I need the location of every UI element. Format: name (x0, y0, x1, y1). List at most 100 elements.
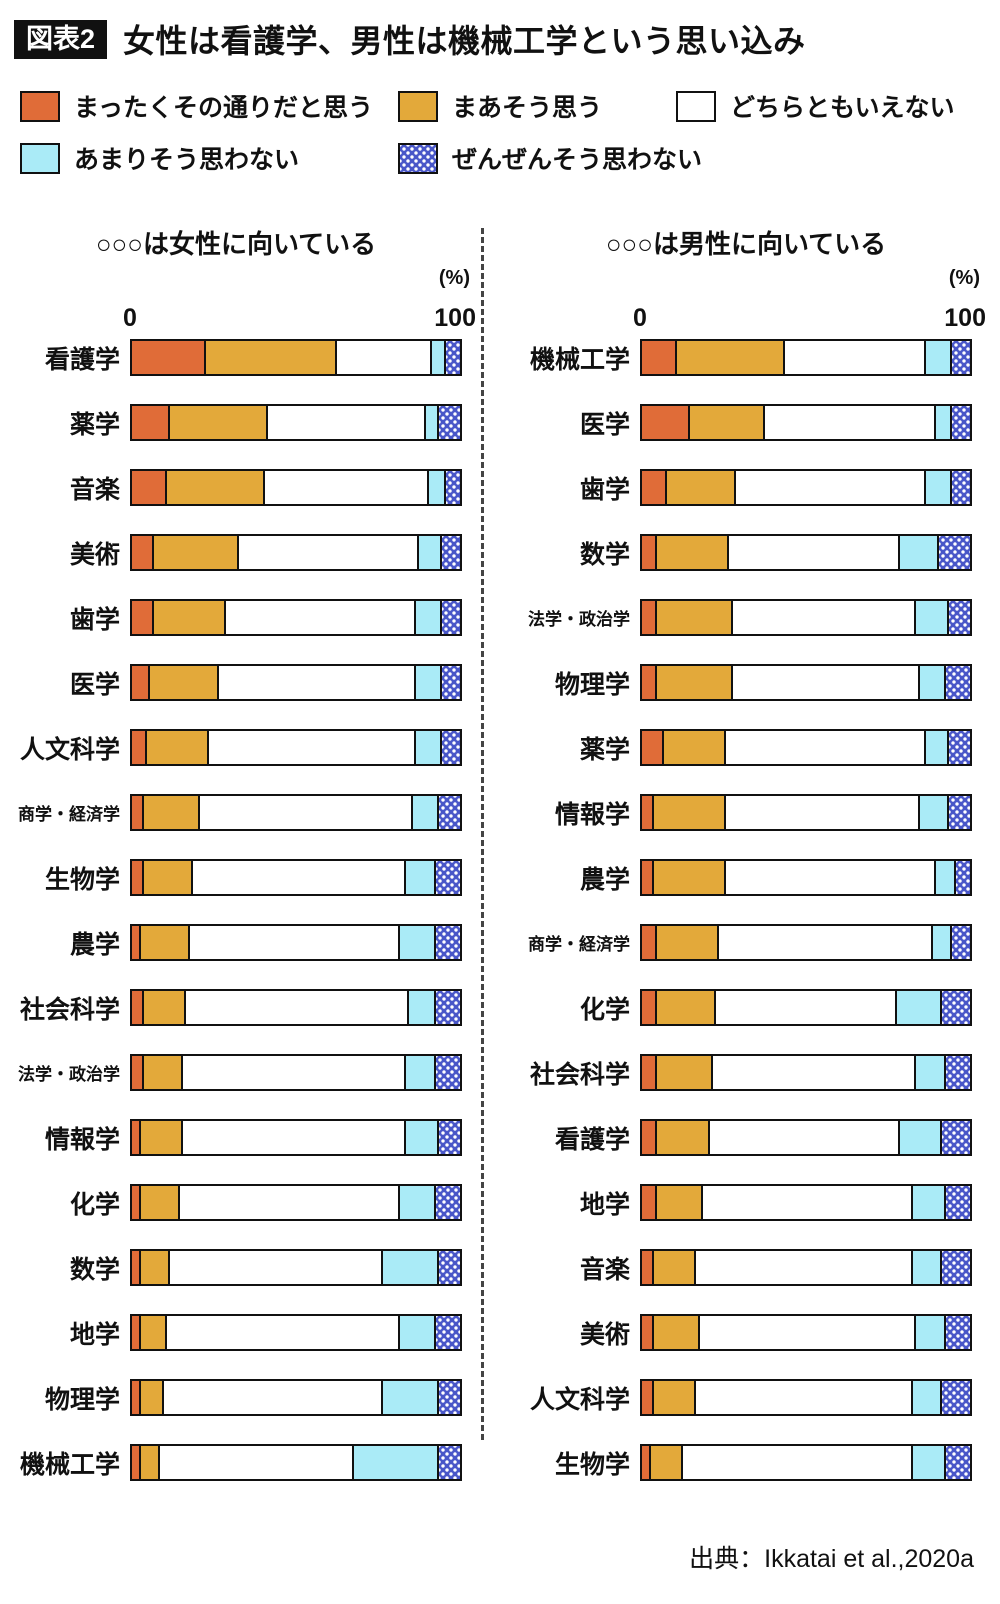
bar-segment-5 (437, 796, 460, 829)
bar-segment-3 (701, 1186, 911, 1219)
bar-segment-5 (440, 601, 460, 634)
bar-segment-4 (910, 1381, 941, 1414)
category-label: 人文科学 (529, 1385, 630, 1414)
bar-segment-3 (707, 1121, 898, 1154)
stacked-bar (130, 1444, 462, 1481)
stacked-bar (640, 794, 972, 831)
bar-row: 看護学 (10, 339, 462, 376)
bar-row: 情報学 (10, 1119, 462, 1156)
stacked-bar (130, 664, 462, 701)
bar-segment-2 (141, 991, 185, 1024)
bar-segment-1 (642, 536, 656, 569)
bar-segment-1 (642, 666, 656, 699)
category-label: 社会科学 (19, 995, 120, 1024)
category-label: 農学 (579, 865, 630, 894)
bar-row: 地学 (520, 1184, 972, 1221)
bar-segment-2 (648, 1446, 682, 1479)
bar-segment-4 (397, 1316, 434, 1349)
category-label: 音楽 (579, 1255, 630, 1284)
bar-segment-1 (132, 406, 169, 439)
bar-segment-3 (164, 1316, 398, 1349)
bar-segment-5 (943, 1316, 970, 1349)
bar-segment-4 (933, 861, 954, 894)
bar-segment-4 (910, 1251, 941, 1284)
bar-segment-3 (697, 1316, 915, 1349)
axis-area: (%) 0 100 (633, 267, 986, 333)
bar-row: 薬学 (520, 729, 972, 766)
bar-segment-5 (950, 926, 970, 959)
category-label: 商学・経済学 (18, 805, 120, 824)
stacked-bar (640, 1119, 972, 1156)
bar-segment-3 (727, 536, 898, 569)
bar-row: 社会科学 (520, 1054, 972, 1091)
axis-min-label: 0 (633, 304, 647, 332)
bar-segment-2 (138, 1381, 162, 1414)
category-label: 数学 (579, 540, 630, 569)
category-label: 商学・経済学 (528, 935, 630, 954)
bar-row: 医学 (520, 404, 972, 441)
bar-row: 看護学 (520, 1119, 972, 1156)
bar-segment-4 (430, 341, 444, 374)
bar-segment-4 (917, 666, 944, 699)
bar-segment-3 (168, 1251, 382, 1284)
category-label: 生物学 (44, 865, 120, 894)
bar-segment-3 (187, 926, 398, 959)
stacked-bar (640, 859, 972, 896)
bar-segment-2 (655, 666, 731, 699)
bar-segment-1 (132, 1381, 139, 1414)
bar-segment-1 (132, 1121, 139, 1154)
bar-segment-5 (433, 861, 460, 894)
bar-row: 医学 (10, 664, 462, 701)
legend-item-somewhat-agree: まあそう思う (398, 88, 676, 124)
legend-item-neutral: どちらともいえない (676, 88, 982, 124)
bar-segment-4 (414, 731, 441, 764)
bar-segment-2 (655, 1186, 702, 1219)
bar-segment-3 (710, 1056, 915, 1089)
bar-segment-3 (723, 796, 918, 829)
bar-segment-5 (440, 666, 460, 699)
figure-header: 図表2 女性は看護学、男性は機械工学という思い込み (0, 0, 1000, 62)
bar-segment-2 (141, 861, 192, 894)
bar-segment-2 (651, 796, 724, 829)
bar-segment-4 (404, 861, 434, 894)
bar-segment-1 (642, 731, 662, 764)
bar-segment-1 (132, 601, 152, 634)
category-label: 法学・政治学 (528, 610, 630, 629)
bar-segment-5 (940, 991, 970, 1024)
bar-segment-2 (164, 471, 264, 504)
bar-segment-1 (132, 1316, 139, 1349)
bar-segment-4 (910, 1446, 944, 1479)
stacked-bar (130, 469, 462, 506)
bar-segment-1 (642, 471, 665, 504)
stacked-bar (640, 1379, 972, 1416)
bar-segment-1 (132, 1186, 139, 1219)
bar-segment-2 (651, 1381, 695, 1414)
bar-row: 商学・経済学 (520, 924, 972, 961)
bar-segment-2 (674, 341, 784, 374)
bar-row: 薬学 (10, 404, 462, 441)
axis-min-label: 0 (123, 304, 137, 332)
bar-row: 生物学 (520, 1444, 972, 1481)
bar-segment-2 (651, 861, 724, 894)
bar-segment-4 (397, 926, 434, 959)
category-label: 音楽 (69, 475, 120, 504)
bar-segment-5 (943, 1186, 970, 1219)
bar-segment-5 (443, 471, 460, 504)
bar-segment-3 (730, 666, 918, 699)
bar-segment-3 (694, 1251, 911, 1284)
bar-row: 美術 (520, 1314, 972, 1351)
bar-row: 化学 (10, 1184, 462, 1221)
bar-segment-4 (404, 1121, 437, 1154)
bar-row: 人文科学 (10, 729, 462, 766)
panel-title-men: ○○○は男性に向いている (605, 229, 887, 259)
bar-segment-3 (197, 796, 411, 829)
bar-segment-4 (924, 731, 948, 764)
bar-row: 生物学 (10, 859, 462, 896)
bar-segment-4 (914, 601, 948, 634)
bar-segment-5 (953, 861, 970, 894)
bar-segment-3 (266, 406, 424, 439)
bar-segment-2 (661, 731, 724, 764)
bar-row: 人文科学 (520, 1379, 972, 1416)
stacked-bar (130, 339, 462, 376)
bar-segment-5 (937, 536, 970, 569)
